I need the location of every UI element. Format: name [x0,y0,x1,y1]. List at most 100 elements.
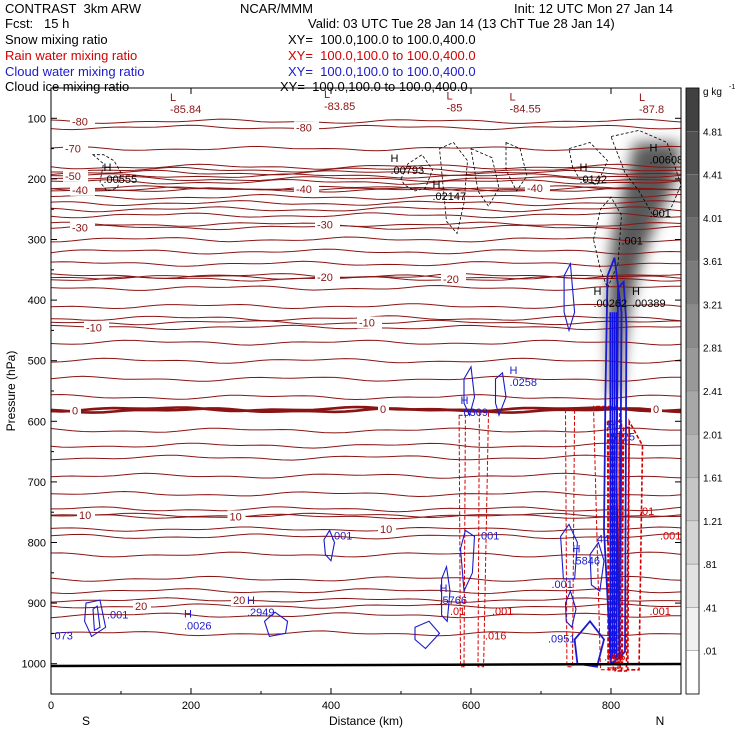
high-marker: H [510,365,518,377]
temperature-label-bg [70,115,95,128]
extremum-value: .0309 [461,407,489,419]
temperature-contour [51,427,681,434]
field-contour-label: .001 [107,609,128,621]
extremum-value: -84.55 [510,104,541,116]
extremum-value: -85 [447,102,463,114]
temperature-contour [51,575,681,582]
cloud-water-contour [459,529,476,594]
temperature-contour [51,193,681,200]
temperature-label: 20 [233,595,245,607]
field-cloud-name: Cloud water mixing ratio [5,64,145,79]
temperature-label: -40 [72,185,88,197]
colorbar-label: .41 [703,603,717,614]
temperature-contour [51,472,681,479]
temperature-contour [51,145,681,152]
field-contour-label: .016 [485,630,506,642]
extremum-value: .0142 [580,174,608,186]
temperature-contour [51,118,681,124]
temperature-contour [51,375,681,382]
temperature-contour [51,393,681,401]
y-tick-label: 800 [28,538,46,550]
temperature-contour [51,186,681,192]
temperature-contour [51,533,681,540]
colorbar-label: 2.81 [703,344,723,355]
extremum-value: .00608 [650,155,684,167]
temperature-label-bg [70,183,95,196]
field-contour-label: .001 [552,579,573,591]
cloud-water-contours [84,257,628,668]
colorbar-label: 4.81 [703,127,723,138]
temperature-contour [51,506,681,513]
north-label: N [656,714,665,728]
temperature-label-bg [441,272,466,285]
cloud-ice-contour [593,196,622,290]
temperature-contour [51,612,681,619]
cloud-water-contour [603,257,623,666]
cloud-water-contour [414,620,441,650]
colorbar-segment [685,304,700,348]
temperature-label-bg [231,594,249,607]
cloud-water-contour [84,599,107,638]
extremum-value: .5846 [573,556,601,568]
temperature-label-bg [70,221,95,234]
high-marker: H [184,609,192,621]
high-marker: H [650,143,658,155]
temperature-label: -80 [72,116,88,128]
temperature-contour [51,513,681,520]
cloud-water-contour [560,523,578,580]
temperature-label: -20 [317,272,333,284]
high-marker: H [580,162,588,174]
temperature-contour [51,178,681,185]
temperature-label-bg [63,169,88,182]
temperature-contour [51,212,681,219]
temperature-label-bg [84,321,109,334]
temperature-label: -70 [65,144,81,156]
field-contour-label: .001 [478,530,499,542]
colorbar-label: 1.61 [703,474,723,485]
contour-labels: 20 20 10 10 10 0 0 0 -10 -10 -20 -20 -30 -30 -40 -40 -40… [55,89,684,663]
cloud-ice-contour [91,154,122,192]
temperature-contour [51,200,681,207]
temperature-label: -30 [72,222,88,234]
temperature-contour [51,206,681,213]
temperature-label-bg [133,600,151,613]
colorbar-unit: g kg [703,87,722,98]
high-marker: H [247,595,255,607]
field-contour-label: .01 [450,606,465,618]
temperature-label-bg [378,403,389,416]
x-tick-label: 600 [462,700,480,712]
field-rain-name: Rain water mixing ratio [5,48,138,63]
cloud-water-contour [589,541,605,592]
rain-water-contour [626,418,644,671]
extremum-value: .2949 [247,607,275,619]
rain-water-contour [564,408,576,668]
temperature-label: -30 [317,219,333,231]
temperature-contour [51,442,681,449]
x-tick-label: 800 [602,700,620,712]
high-marker: H [391,153,399,165]
colorbar-label: 4.01 [703,214,723,225]
temperature-label: 20 [135,601,147,613]
extremum-value: .00389 [632,298,666,310]
temperature-label: 10 [380,524,392,536]
x-tick-label: 0 [48,700,54,712]
colorbar-segment [685,347,700,392]
extremum-value: -83.85 [324,101,355,113]
colorbar-segment [685,477,700,522]
temperature-contour [51,248,681,255]
colorbar-segment [685,650,700,695]
temperature-contour [51,630,681,637]
temperature-contour [51,224,681,231]
rain-water-contour [458,414,466,668]
extremum-value: .00262 [594,298,628,310]
temperature-contour [51,169,681,176]
temperature-contour [51,284,681,291]
extremum-value: -87.8 [639,104,664,116]
field-contour-label: .001 [650,606,671,618]
temperature-contour [51,339,681,346]
temperature-contour [51,163,681,170]
low-marker: L [510,92,516,104]
temperature-contour [51,454,681,461]
